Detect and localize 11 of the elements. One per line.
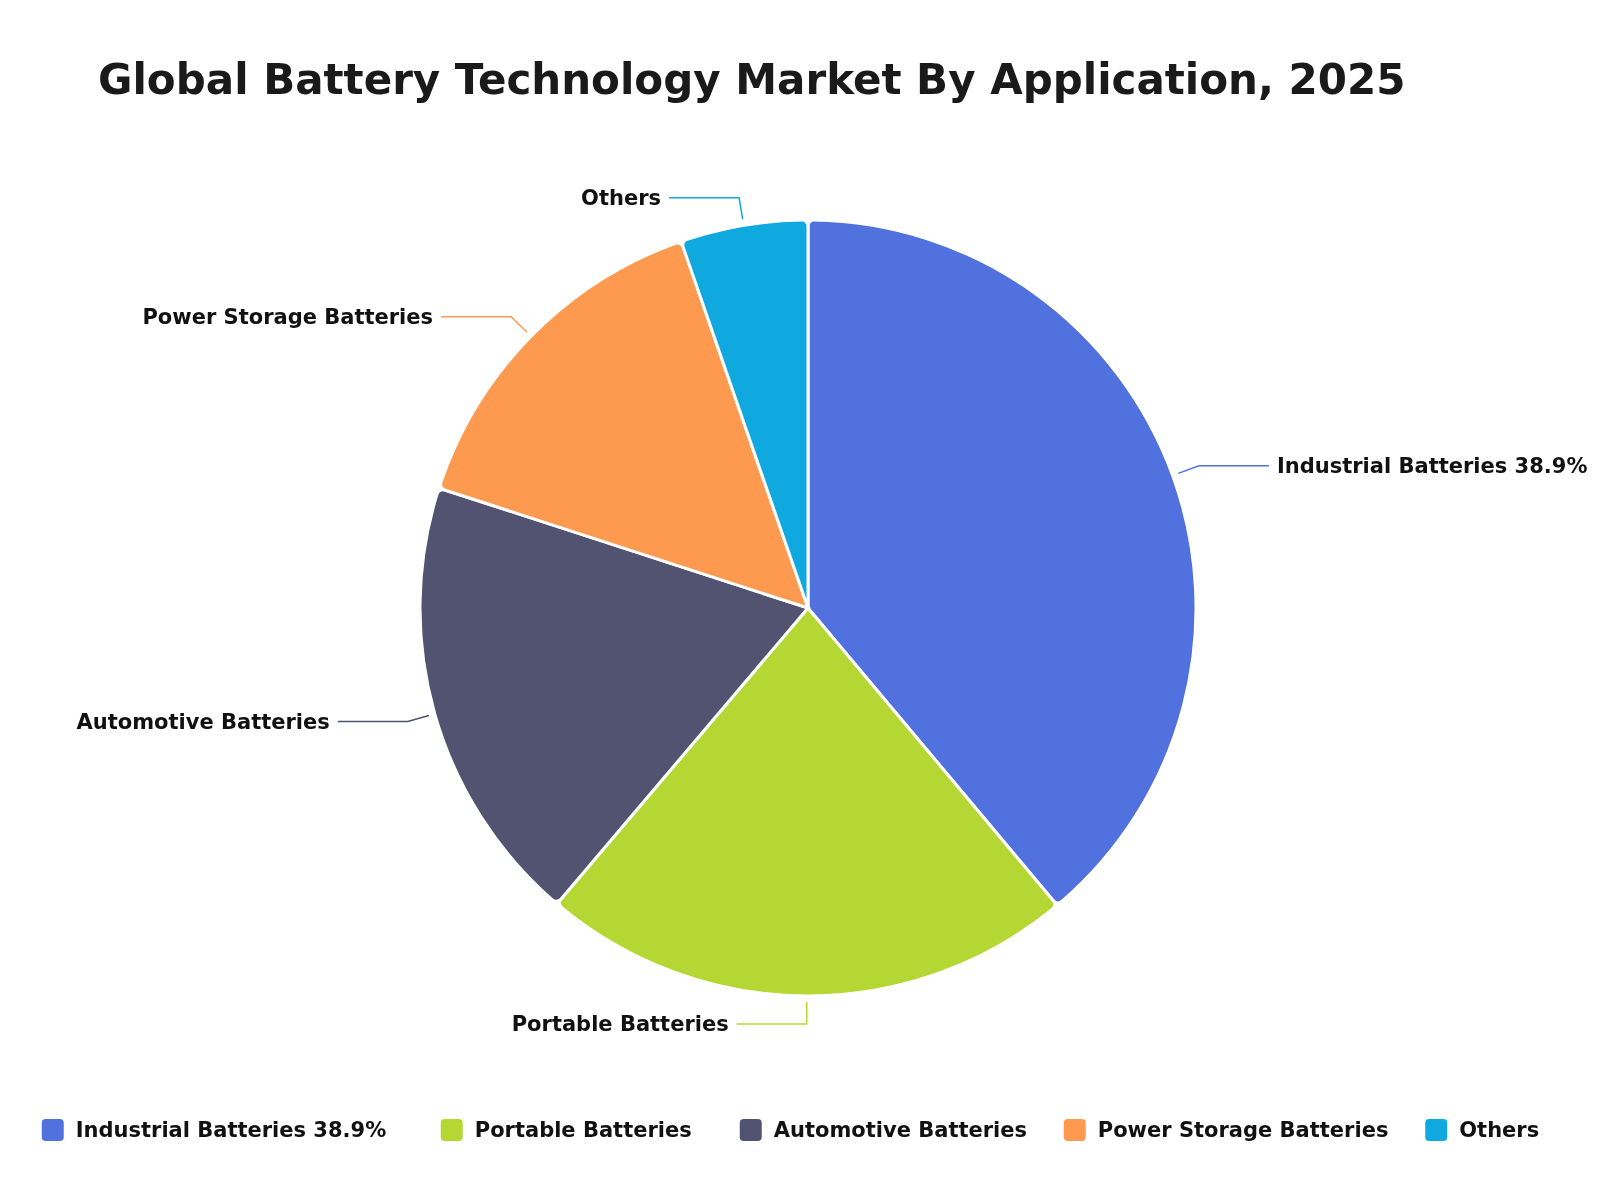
slice-label: Others (581, 186, 662, 211)
legend-label: Automotive Batteries (773, 1118, 1028, 1143)
legend-label: Power Storage Batteries (1097, 1118, 1389, 1143)
slice-label: Automotive Batteries (76, 709, 330, 734)
chart-title: Global Battery Technology Market By Application, 2025 (98, 55, 1406, 104)
slice-label: Portable Batteries (511, 1012, 729, 1037)
slice-label: Power Storage Batteries (142, 304, 434, 329)
legend-label: Portable Batteries (474, 1118, 692, 1143)
legend-label: Industrial Batteries 38.9% (75, 1118, 387, 1143)
legend-label: Others (1459, 1118, 1540, 1143)
slice-label: Industrial Batteries 38.9% (1276, 454, 1588, 479)
